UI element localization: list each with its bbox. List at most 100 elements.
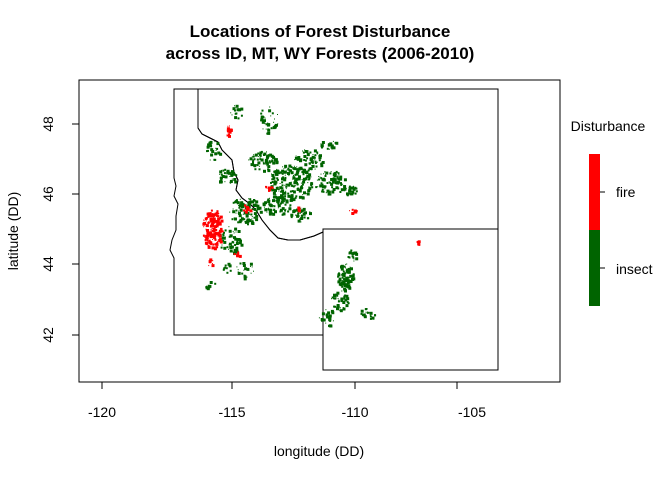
insect-patch xyxy=(308,167,311,170)
insect-patch xyxy=(269,197,270,199)
insect-patch xyxy=(299,158,303,162)
insect-patch xyxy=(289,190,292,193)
insect-patch xyxy=(251,220,254,223)
insect-patch xyxy=(293,167,297,171)
insect-patch xyxy=(230,173,234,177)
insect-patch xyxy=(347,286,350,289)
insect-patch xyxy=(288,175,290,177)
insect-patch xyxy=(235,212,237,214)
insect-patch xyxy=(241,272,244,275)
insect-patch xyxy=(247,201,249,203)
insect-patch xyxy=(296,181,298,184)
insect-patch xyxy=(338,278,342,282)
insect-patch xyxy=(238,206,240,208)
insect-patch xyxy=(337,175,339,177)
insect-patch xyxy=(254,153,258,157)
y-tick-label: 44 xyxy=(40,256,56,272)
insect-patch xyxy=(316,179,318,181)
insect-patch xyxy=(273,127,275,129)
insect-patch xyxy=(234,244,237,246)
insect-patch xyxy=(325,174,326,176)
insect-patch xyxy=(272,205,274,207)
insect-patch xyxy=(302,212,306,216)
insect-patch xyxy=(300,209,304,213)
insect-patch xyxy=(346,263,348,265)
insect-patch xyxy=(247,223,249,226)
insect-patch xyxy=(332,140,334,142)
insect-patch xyxy=(270,115,272,117)
insect-patch xyxy=(337,182,340,185)
insect-patch xyxy=(345,304,349,308)
insect-patch xyxy=(297,177,301,181)
chart-title-line-1: Locations of Forest Disturbance xyxy=(190,22,451,41)
insect-patch xyxy=(324,185,327,188)
insect-patch xyxy=(320,182,323,185)
insect-patch xyxy=(313,149,317,153)
insect-patch xyxy=(297,187,300,190)
insect-patch xyxy=(307,172,309,174)
insect-patch xyxy=(271,181,274,183)
insect-patch xyxy=(252,155,255,158)
fire-patch xyxy=(217,217,221,221)
insect-patch xyxy=(339,282,343,286)
insect-patch xyxy=(271,173,272,175)
insect-patch xyxy=(279,210,282,213)
insect-patch xyxy=(265,208,267,210)
insect-patch xyxy=(347,268,349,270)
insect-patch xyxy=(302,177,306,181)
insect-patch xyxy=(312,159,314,160)
insect-patch xyxy=(261,120,265,124)
insect-patch xyxy=(369,311,373,315)
insect-patch xyxy=(329,172,332,175)
insect-patch xyxy=(274,118,275,120)
insect-patch xyxy=(296,170,300,174)
insect-patch xyxy=(352,273,355,276)
insect-patch xyxy=(346,281,350,284)
insect-patch xyxy=(335,179,336,181)
insect-patch xyxy=(267,122,269,124)
insect-patch xyxy=(369,314,371,316)
insect-patch xyxy=(264,123,266,125)
insect-patch xyxy=(253,212,257,216)
insect-patch xyxy=(278,203,280,204)
insect-patch xyxy=(300,217,304,220)
insect-patch xyxy=(283,193,285,195)
insect-patch xyxy=(251,156,253,158)
fire-patch xyxy=(353,209,357,213)
insect-patch xyxy=(300,207,302,209)
insect-patch xyxy=(288,164,292,168)
insect-patch xyxy=(273,195,277,199)
insect-patch xyxy=(335,141,339,145)
fire-patch xyxy=(209,241,213,245)
insect-patch xyxy=(273,182,277,186)
insect-patch xyxy=(347,279,351,283)
insect-patch xyxy=(257,208,259,210)
insect-patch xyxy=(269,153,273,157)
insect-patch xyxy=(220,246,223,249)
insect-patch xyxy=(289,196,292,199)
fire-patch xyxy=(227,132,229,134)
insect-patch xyxy=(296,168,299,171)
insect-patch xyxy=(310,161,312,163)
fire-patch xyxy=(216,220,220,223)
insect-patch xyxy=(244,221,246,223)
insect-patch xyxy=(234,237,238,241)
fire-patch xyxy=(221,230,224,233)
fire-patch xyxy=(218,213,220,214)
fire-patch xyxy=(267,186,271,190)
insect-patch xyxy=(353,185,354,187)
fire-patch xyxy=(218,223,221,226)
insect-patch xyxy=(311,155,315,159)
insect-patch xyxy=(311,186,314,189)
insect-patch xyxy=(346,297,350,301)
insect-patch xyxy=(342,280,346,284)
insect-patch xyxy=(301,179,303,180)
insect-patch xyxy=(240,243,244,247)
insect-patch xyxy=(311,183,313,185)
insect-patch xyxy=(268,208,271,211)
insect-patch xyxy=(268,212,272,216)
fire-patch xyxy=(214,243,217,246)
insect-patch xyxy=(234,105,235,107)
insect-patch xyxy=(222,169,225,172)
insect-patch xyxy=(251,266,253,268)
